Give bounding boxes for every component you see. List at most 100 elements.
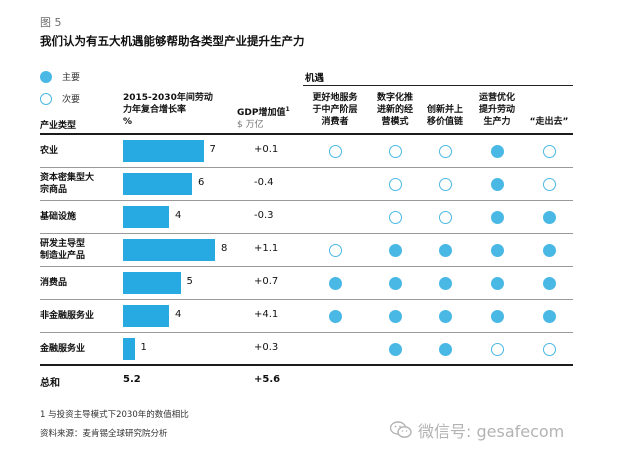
gdp-header-line2: $ 万亿	[237, 120, 264, 130]
header-rule	[40, 133, 573, 135]
gdp-value: -0.4	[254, 177, 274, 188]
growth-value: 1	[140, 342, 147, 353]
row-divider	[40, 299, 573, 300]
growth-header-line1: 2015-2030年间劳动	[123, 93, 213, 103]
secondary-dot-icon	[438, 145, 452, 158]
primary-dot-icon	[542, 310, 556, 323]
opportunity-header-line: “走出去”	[529, 117, 569, 127]
primary-dot-icon	[490, 277, 504, 290]
legend-secondary-dot-icon	[40, 92, 52, 105]
growth-value: 4	[175, 210, 182, 221]
secondary-dot-icon	[388, 178, 402, 191]
growth-bar	[123, 305, 169, 327]
industry-label-line1: 基础设施	[40, 212, 77, 222]
gdp-header-line1: GDP增加值1	[237, 106, 290, 118]
opportunity-header-line	[519, 92, 579, 104]
row-divider	[40, 266, 573, 267]
gdp-value: +0.7	[254, 276, 279, 287]
secondary-dot-icon	[388, 145, 402, 158]
opportunity-header-1: 更好地服务于中产阶层消费者	[305, 92, 365, 128]
industry-label-line1: 农业	[40, 146, 59, 156]
growth-value: 5	[186, 276, 193, 287]
primary-dot-icon	[328, 277, 342, 290]
total-rule	[40, 364, 573, 366]
opportunity-header-5: “走出去”	[519, 92, 579, 128]
opportunity-header-4: 运营优化提升劳动生产力	[467, 92, 527, 128]
opportunity-header-line: 于中产阶层	[312, 105, 358, 115]
primary-dot-icon	[438, 310, 452, 323]
gdp-value: +0.3	[254, 342, 279, 353]
row-divider	[40, 200, 573, 201]
industry-label: 农业	[40, 145, 58, 157]
primary-dot-icon	[438, 244, 452, 257]
primary-dot-icon	[388, 244, 402, 257]
industry-label-line1: 消费品	[40, 278, 68, 288]
opportunity-header-line: 生产力	[483, 117, 511, 127]
total-gdp: +5.6	[254, 374, 281, 385]
watermark-text: 微信号: gesafecom	[418, 422, 565, 441]
industry-header: 产业类型	[40, 121, 77, 131]
opportunity-header-line	[519, 104, 579, 116]
industry-label: 消费品	[40, 277, 67, 289]
source-note: 资料来源：麦肯锡全球研究院分析	[40, 429, 168, 439]
growth-header: 2015-2030年间劳动 力年复合增长率 %	[123, 92, 248, 128]
growth-value: 6	[198, 177, 205, 188]
opportunity-header-line	[415, 92, 475, 104]
industry-label-line1: 非金融服务业	[40, 311, 95, 321]
industry-label-line1: 资本密集型大	[40, 173, 95, 183]
secondary-dot-icon	[542, 145, 556, 158]
growth-bar	[123, 173, 192, 195]
gdp-value: +4.1	[254, 309, 279, 320]
opportunity-header-line: 更好地服务	[312, 93, 358, 103]
watermark: 微信号: gesafecom	[390, 418, 564, 442]
footnote-1: 1 与投资主导模式下2030年的数值相比	[40, 410, 189, 420]
wechat-icon	[390, 421, 412, 438]
primary-dot-icon	[542, 244, 556, 257]
industry-label-line2: 制造业产品	[40, 251, 86, 261]
secondary-dot-icon	[438, 178, 452, 191]
gdp-value: -0.3	[254, 210, 274, 221]
growth-bar	[123, 206, 169, 228]
opportunity-header-line: 消费者	[321, 117, 349, 127]
opportunity-header-line: 运营优化	[478, 93, 515, 103]
growth-value: 7	[209, 144, 216, 155]
figure-title: 我们认为有五大机遇能够帮助各类型产业提升生产力	[40, 34, 305, 48]
legend-primary-label: 主要	[62, 73, 81, 83]
growth-header-line3: %	[123, 117, 133, 127]
primary-dot-icon	[490, 310, 504, 323]
industry-label-line1: 金融服务业	[40, 344, 86, 354]
industry-label: 基础设施	[40, 211, 76, 223]
industry-label: 非金融服务业	[40, 310, 94, 322]
industry-label-line2: 宗商品	[40, 185, 68, 195]
legend-primary-dot-icon	[40, 70, 52, 83]
secondary-dot-icon	[542, 178, 556, 191]
primary-dot-icon	[490, 244, 504, 257]
opportunity-header-line: 创新并上	[426, 105, 463, 115]
opportunity-header-line: 进新的经	[376, 105, 413, 115]
secondary-dot-icon	[542, 343, 556, 356]
legend-primary: 主要	[40, 70, 80, 83]
opportunity-header-line: 提升劳动	[478, 105, 515, 115]
secondary-dot-icon	[438, 211, 452, 224]
primary-dot-icon	[542, 277, 556, 290]
opportunity-header-line: 数字化推	[376, 93, 413, 103]
primary-dot-icon	[438, 343, 452, 356]
primary-dot-icon	[388, 310, 402, 323]
opportunity-header-line: 移价值链	[426, 117, 463, 127]
opportunities-rule	[303, 85, 573, 86]
secondary-dot-icon	[328, 244, 342, 257]
growth-bar	[123, 239, 215, 261]
industry-label: 资本密集型大 宗商品	[40, 172, 94, 196]
opportunities-title: 机遇	[305, 73, 325, 84]
growth-header-line2: 力年复合增长率	[123, 105, 187, 115]
primary-dot-icon	[542, 211, 556, 224]
opportunity-header-3: 创新并上 移价值链	[415, 92, 475, 128]
primary-dot-icon	[388, 277, 402, 290]
row-divider	[40, 233, 573, 234]
growth-value: 4	[175, 309, 182, 320]
primary-dot-icon	[328, 310, 342, 323]
secondary-dot-icon	[490, 343, 504, 356]
growth-bar	[123, 272, 181, 294]
opportunity-header-2: 数字化推 进新的经 营模式	[365, 92, 425, 128]
primary-dot-icon	[388, 343, 402, 356]
